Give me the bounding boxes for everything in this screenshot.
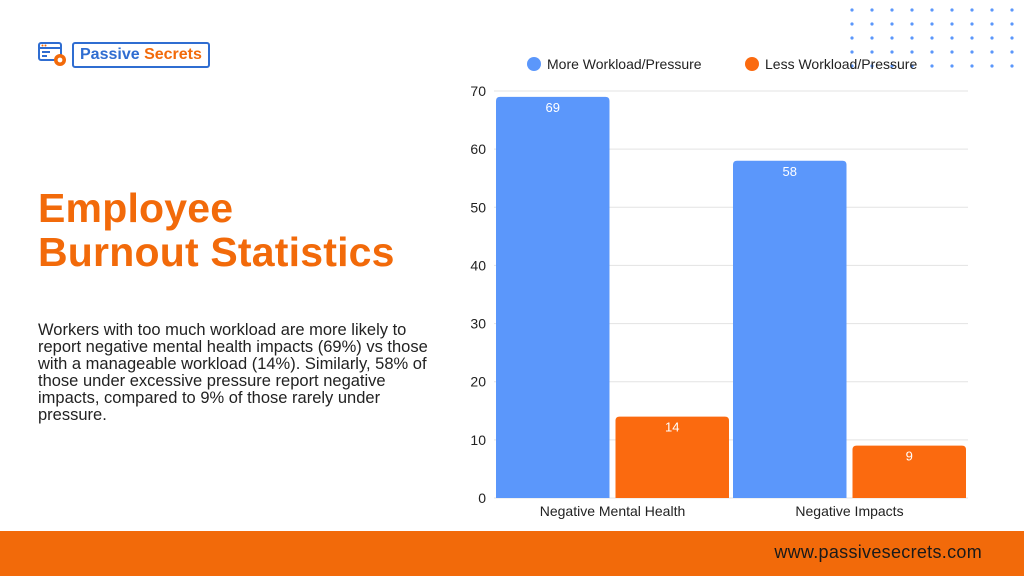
decor-dot [890,8,894,12]
footer-url: www.passivesecrets.com [774,542,982,562]
decor-dot [930,50,934,54]
decor-dot [890,50,894,54]
decor-dot [910,36,914,40]
decor-dot [970,50,974,54]
legend-swatch [745,57,759,71]
bar-value-label: 9 [906,449,913,464]
brand-logo: Passive Secrets [38,42,210,68]
y-tick-label: 40 [470,257,486,273]
decor-dot [870,50,874,54]
decor-dot [950,8,954,12]
decor-dot [850,64,854,68]
legend-entry: Less Workload/Pressure [765,56,917,72]
decor-dot [990,64,994,68]
decorative-dot-grid [850,8,1014,68]
decor-dot [930,36,934,40]
decor-dot [890,64,894,68]
decor-dot [950,36,954,40]
y-tick-label: 60 [470,141,486,157]
decor-dot [950,50,954,54]
page-title-line1: Employee [38,185,234,231]
page-title: Employee Burnout Statistics [38,186,395,274]
decor-dot [1010,50,1014,54]
bar-value-label: 14 [665,420,679,435]
brand-name-part2: Secrets [144,46,202,63]
decor-dot [850,8,854,12]
decor-dot [970,64,974,68]
legend-swatch [527,57,541,71]
decor-dot [910,50,914,54]
y-tick-label: 20 [470,374,486,390]
x-category-label: Negative Mental Health [540,503,686,519]
decor-dot [930,8,934,12]
decor-dot [930,64,934,68]
decor-dot [950,22,954,26]
brand-name: Passive Secrets [72,42,210,68]
y-tick-label: 50 [470,199,486,215]
decor-dot [950,64,954,68]
decor-dot [870,36,874,40]
page-title-line2: Burnout Statistics [38,229,395,275]
bar-value-label: 69 [546,100,560,115]
decor-dot [870,64,874,68]
legend-entry: More Workload/Pressure [547,56,702,72]
bar [733,160,847,498]
description-paragraph: Workers with too much workload are more … [38,321,428,424]
decor-dot [1010,8,1014,12]
decor-dot [870,22,874,26]
decor-dot [990,36,994,40]
decor-dot [970,36,974,40]
y-tick-label: 30 [470,316,486,332]
bar [615,416,729,498]
footer-bar: www.passivesecrets.com [0,531,1024,576]
y-tick-label: 70 [470,83,486,99]
decor-dot [970,22,974,26]
decor-dot [910,22,914,26]
decor-dot [990,22,994,26]
decor-dot [910,8,914,12]
decor-dot [870,8,874,12]
decor-dot [1010,36,1014,40]
decor-dot [850,22,854,26]
decor-dot [930,22,934,26]
x-category-label: Negative Impacts [795,503,903,519]
decor-dot [1010,64,1014,68]
bar [852,445,966,498]
bar [496,96,610,499]
decor-dot [1010,22,1014,26]
y-tick-label: 0 [478,490,486,506]
brand-name-part1: Passive [80,46,140,63]
bar-value-label: 58 [783,164,797,179]
decor-dot [850,36,854,40]
decor-dot [990,50,994,54]
decor-dot [990,8,994,12]
decor-dot [970,8,974,12]
decor-dot [850,50,854,54]
decor-dot [890,36,894,40]
bar-chart: 0 10 20 30 40 50 60 70 69 14 Negative Mental Healt… [470,56,968,519]
browser-gear-icon [38,42,66,66]
y-tick-label: 10 [470,432,486,448]
decor-dot [890,22,894,26]
decor-dot [910,64,914,68]
